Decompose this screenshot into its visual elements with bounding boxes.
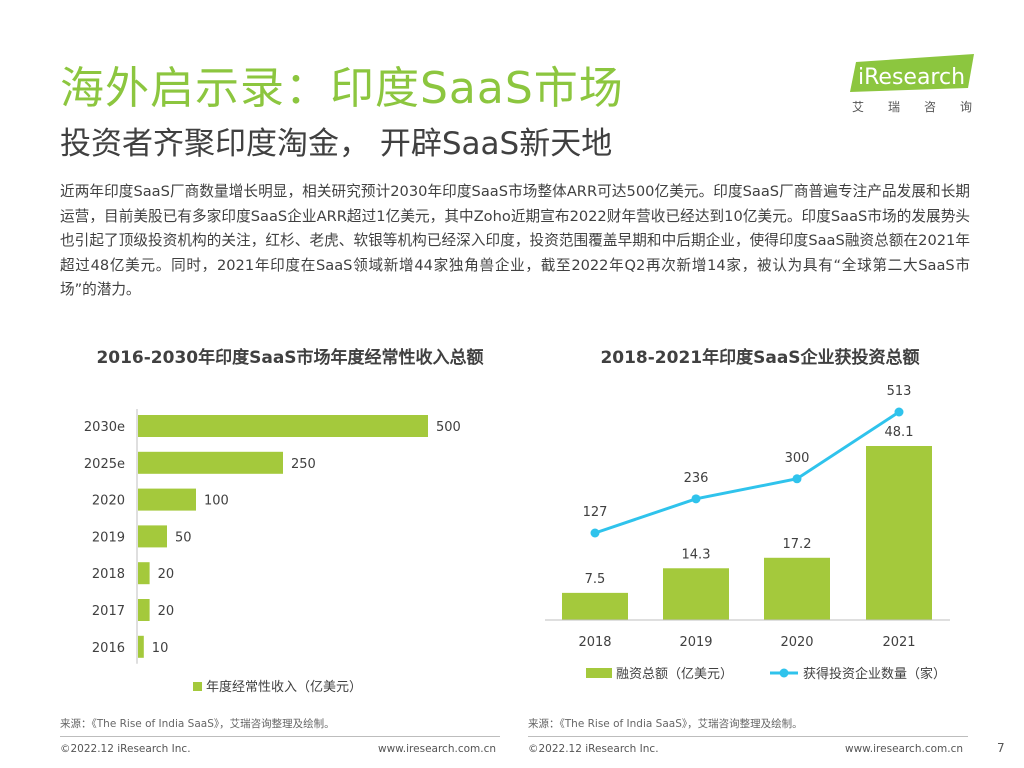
chart2-line-point <box>590 528 600 538</box>
chart1-value-label: 500 <box>436 420 461 435</box>
logo-char: 瑞 <box>887 100 900 114</box>
chart2-x-label: 2018 <box>578 635 611 650</box>
chart1-bar <box>138 635 144 658</box>
chart1-bar <box>138 451 283 474</box>
page-title: 海外启示录：印度SaaS市场 <box>60 63 624 114</box>
chart1-value-label: 100 <box>204 494 229 509</box>
chart1-bar <box>138 562 150 585</box>
footer-divider-right <box>528 736 968 737</box>
chart1-category-label: 2017 <box>92 604 125 619</box>
investment-combo-chart: 7.5 14.3 17.2 48.1 127 236 300 513 2018 2019 202… <box>545 384 950 682</box>
chart2-bar <box>562 592 628 620</box>
chart2-bar <box>663 568 729 620</box>
copyright-right: ©2022.12 iResearch Inc. <box>528 743 659 755</box>
chart1-value-label: 20 <box>158 604 175 619</box>
chart2-line-value-label: 300 <box>785 451 810 466</box>
chart2-x-label: 2019 <box>679 635 712 650</box>
chart2-x-label: 2021 <box>882 635 915 650</box>
source-note-right: 来源：《The Rise of India SaaS》，艾瑞咨询整理及绘制。 <box>528 718 803 730</box>
chart1-bar <box>138 525 167 548</box>
chart1-bar <box>138 415 428 437</box>
chart2-series-line <box>594 410 900 535</box>
iresearch-logo: iResearch <box>850 54 974 92</box>
chart2-bar-value-label: 7.5 <box>585 572 606 587</box>
chart2-line-value-label: 127 <box>583 505 608 520</box>
chart1-category-label: 2018 <box>92 567 125 582</box>
copyright-left: ©2022.12 iResearch Inc. <box>60 743 191 755</box>
chart2-bar-value-label: 17.2 <box>783 537 812 552</box>
chart1-value-label: 50 <box>175 530 192 545</box>
logo-char: 艾 <box>852 100 865 114</box>
source-note-left: 来源：《The Rise of India SaaS》，艾瑞咨询整理及绘制。 <box>60 718 335 730</box>
chart2-line-value-label: 236 <box>684 471 709 486</box>
chart1-category-label: 2019 <box>92 530 125 545</box>
chart1-bar <box>138 488 196 511</box>
chart1-category-label: 2016 <box>92 641 125 656</box>
logo-char: 询 <box>959 100 972 114</box>
footer-divider-left <box>60 736 500 737</box>
logo-chinese-text: 艾 瑞 咨 询 <box>852 98 972 115</box>
page-subtitle: 投资者齐聚印度淘金， 开辟SaaS新天地 <box>60 126 613 162</box>
chart2-line-value-label: 513 <box>887 384 912 399</box>
chart2-title: 2018-2021年印度SaaS企业获投资总额 <box>600 348 920 368</box>
chart2-legend-bar-label: 融资总额（亿美元） <box>616 667 733 682</box>
chart2-legend-line-marker <box>779 668 789 678</box>
chart1-legend-label: 年度经常性收入（亿美元） <box>206 679 362 695</box>
chart2-line-point <box>792 474 802 484</box>
chart2-bar-value-label: 14.3 <box>682 547 711 562</box>
logo-char: 咨 <box>923 100 936 114</box>
chart1-value-label: 10 <box>152 641 169 656</box>
chart1-category-label: 2025e <box>84 457 125 472</box>
page-number: 7 <box>997 741 1005 755</box>
chart1-category-label: 2030e <box>84 420 125 435</box>
logo-text: iResearch <box>858 65 965 90</box>
website-link-left[interactable]: www.iresearch.com.cn <box>378 743 497 755</box>
chart1-legend-swatch <box>193 682 202 691</box>
chart2-legend-line-label: 获得投资企业数量（家） <box>803 666 946 682</box>
chart1-value-label: 250 <box>291 457 316 472</box>
chart2-bar <box>866 446 932 620</box>
chart1-value-label: 20 <box>158 567 175 582</box>
chart2-line-point <box>894 407 904 417</box>
website-link-right[interactable]: www.iresearch.com.cn <box>845 743 964 755</box>
chart1-category-label: 2020 <box>92 494 125 509</box>
chart1-bar <box>138 599 150 621</box>
chart2-line-point <box>691 494 701 504</box>
body-paragraph: 近两年印度SaaS厂商数量增长明显，相关研究预计2030年印度SaaS市场整体A… <box>60 183 970 298</box>
chart2-x-label: 2020 <box>780 635 813 650</box>
chart2-legend-bar-swatch <box>586 668 612 678</box>
chart1-title: 2016-2030年印度SaaS市场年度经常性收入总额 <box>96 348 484 368</box>
chart2-bar <box>764 557 830 620</box>
chart2-bar-value-label: 48.1 <box>885 425 914 440</box>
